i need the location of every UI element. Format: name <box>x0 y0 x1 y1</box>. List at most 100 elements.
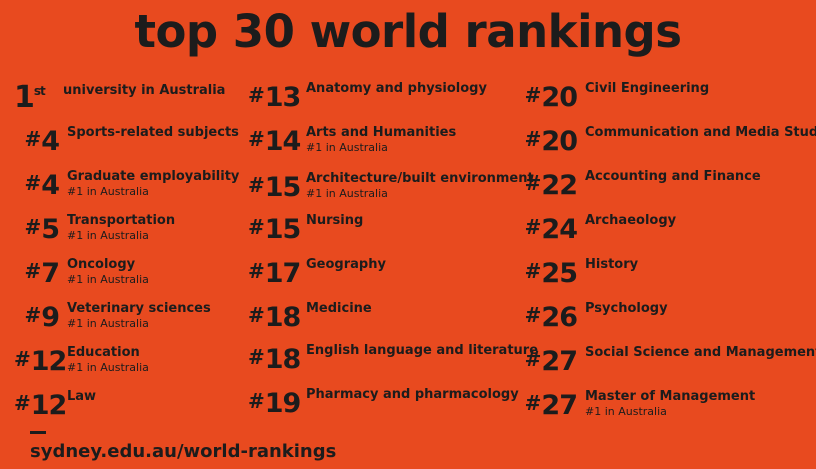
ranking-subject: History <box>585 257 639 272</box>
ranking-item: #17 Geography <box>248 256 386 289</box>
ranking-item: #27 Social Science and Management <box>522 344 816 377</box>
ranking-item: #4 Graduate employability #1 in Australia <box>14 168 239 201</box>
rank-number-value: 24 <box>541 214 578 245</box>
rank-number-value: 4 <box>41 126 60 157</box>
ranking-note: #1 in Australia <box>306 187 388 200</box>
ranking-subject: Pharmacy and pharmacology <box>306 387 519 402</box>
ranking-item: #15 Architecture/built environment #1 in A… <box>248 170 534 203</box>
rank-number: #5 <box>14 212 60 245</box>
rank-number-value: 27 <box>541 346 578 377</box>
rank-number: #18 <box>248 342 302 375</box>
rank-number: #22 <box>522 168 578 201</box>
rank-hash-symbol: # <box>24 215 42 239</box>
ranking-item: #12 Education #1 in Australia <box>14 344 149 377</box>
ranking-item: #7 Oncology #1 in Australia <box>14 256 148 289</box>
rank-number-value: 19 <box>264 388 302 419</box>
rank-hash-symbol: # <box>524 171 542 195</box>
rank-number-value: 20 <box>541 126 578 157</box>
rank-hash-symbol: # <box>248 259 265 283</box>
rank-hash-symbol: # <box>524 83 542 107</box>
rank-hash-symbol: # <box>524 303 542 327</box>
footer-divider <box>30 431 46 434</box>
ranking-note: #1 in Australia <box>67 185 149 198</box>
rank-hash-symbol: # <box>248 83 265 107</box>
rank-number-value: 4 <box>41 170 60 201</box>
ranking-item: #20 Civil Engineering <box>522 80 709 113</box>
rank-number: #18 <box>248 300 302 333</box>
rank-number-value: 27 <box>541 390 578 421</box>
rank-number-value: 26 <box>541 302 578 333</box>
ranking-item: #14 Arts and Humanities #1 in Australia <box>248 124 456 157</box>
rank-number-value: 14 <box>264 126 302 157</box>
ranking-subject: Anatomy and physiology <box>306 81 487 96</box>
ranking-subject: English language and literature <box>306 343 539 358</box>
rank-number-value: 22 <box>541 170 578 201</box>
rank-hash-symbol: # <box>248 127 265 151</box>
ranking-subject: Sports-related subjects <box>67 125 239 140</box>
ranking-item: #20 Communication and Media Studies <box>522 124 816 157</box>
ranking-subject: Geography <box>306 257 386 272</box>
ranking-item: #27 Master of Management #1 in Australia <box>522 388 756 421</box>
ranking-subject: university in Australia <box>63 83 226 98</box>
rank-hash-symbol: # <box>248 345 265 369</box>
ranking-item: #24 Archaeology <box>522 212 676 245</box>
rank-number: #12 <box>14 388 67 421</box>
rank-hash-symbol: # <box>248 215 265 239</box>
page-title: top 30 world rankings <box>134 5 682 58</box>
ranking-subject: Nursing <box>306 213 364 228</box>
ranking-subject: Graduate employability <box>67 169 240 184</box>
rank-number-value: 13 <box>264 82 302 113</box>
rank-number: #20 <box>522 124 578 157</box>
rank-number-value: 18 <box>264 302 302 333</box>
rank-number-value: 9 <box>41 302 60 333</box>
rank-number: #20 <box>522 80 578 113</box>
ranking-item: #13 Anatomy and physiology <box>248 80 487 113</box>
ranking-note: #1 in Australia <box>67 361 149 374</box>
ranking-subject: Psychology <box>585 301 668 316</box>
rank-hash-symbol: # <box>248 389 265 413</box>
ranking-subject: Education <box>67 345 140 360</box>
ranking-subject: Oncology <box>67 257 136 272</box>
rank-hash-symbol: # <box>248 173 265 197</box>
ranking-item: #26 Psychology <box>522 300 668 333</box>
rank-number: #4 <box>14 124 60 157</box>
rank-number-value: 15 <box>264 172 302 203</box>
rank-number-value: 7 <box>41 258 60 289</box>
ranking-subject: Social Science and Management <box>585 345 816 360</box>
rank-number-value: 25 <box>541 258 578 289</box>
rank-hash-symbol: # <box>24 171 42 195</box>
rank-hash-symbol: # <box>24 303 42 327</box>
ranking-item: #22 Accounting and Finance <box>522 168 761 201</box>
rank-hash-symbol: # <box>524 127 542 151</box>
ranking-item: #4 Sports-related subjects <box>14 124 239 157</box>
rank-number: #9 <box>14 300 60 333</box>
rank-hash-symbol: # <box>14 347 31 371</box>
ranking-item: #12 Law <box>14 388 96 421</box>
rank-number-value: 12 <box>30 390 68 421</box>
rank-hash-symbol: # <box>524 215 542 239</box>
rank-hash-symbol: # <box>248 303 265 327</box>
rank-number-value: 18 <box>264 344 302 375</box>
rank-number: 1 st <box>14 82 59 114</box>
rank-number: #15 <box>248 212 301 245</box>
ranking-note: #1 in Australia <box>67 317 149 330</box>
rank-number: #13 <box>248 80 302 113</box>
ranking-item: #18 Medicine <box>248 300 372 333</box>
rank-number-value: 12 <box>30 346 68 377</box>
ranking-item: #9 Veterinary sciences #1 in Australia <box>14 300 210 333</box>
rank-number: #12 <box>14 344 67 377</box>
rank-hash-symbol: # <box>14 391 31 415</box>
ranking-item-first-in-australia: 1 st university in Australia <box>14 82 225 114</box>
ranking-note: #1 in Australia <box>585 405 667 418</box>
rank-number: #27 <box>522 388 578 421</box>
rank-number: #26 <box>522 300 578 333</box>
footer-url: sydney.edu.au/world-rankings <box>30 441 337 462</box>
rank-number: #27 <box>522 344 578 377</box>
ranking-item: #19 Pharmacy and pharmacology <box>248 386 519 419</box>
ranking-subject: Master of Management <box>585 389 756 404</box>
rank-hash-symbol: # <box>24 259 42 283</box>
ranking-subject: Transportation <box>67 213 176 228</box>
rank-number-value: 5 <box>41 214 60 245</box>
rank-hash-symbol: # <box>524 347 542 371</box>
ranking-subject: Civil Engineering <box>585 81 710 96</box>
